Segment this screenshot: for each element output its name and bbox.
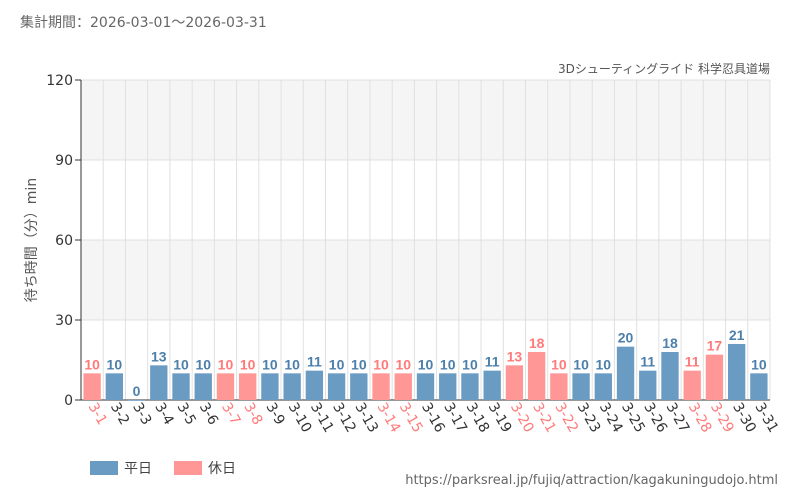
data-label: 10	[351, 356, 367, 372]
legend: 平日 休日	[90, 458, 236, 478]
data-label: 11	[485, 354, 500, 370]
bar-3-22	[550, 373, 568, 400]
x-tick-label: 3-8	[240, 400, 265, 428]
data-label: 10	[418, 356, 434, 372]
bar-3-26	[639, 370, 657, 400]
x-tick-label: 3-31	[751, 400, 781, 436]
x-tick-label: 3-3	[129, 400, 154, 428]
data-label: 11	[685, 354, 700, 370]
data-label: 18	[662, 335, 678, 351]
bar-3-17	[439, 373, 457, 400]
legend-swatch-weekday	[90, 461, 118, 475]
x-tick-label: 3-9	[262, 400, 287, 428]
bar-3-8	[239, 373, 257, 400]
legend-item-holiday: 休日	[174, 458, 236, 478]
x-tick-label: 3-5	[174, 400, 199, 428]
bar-3-18	[461, 373, 479, 400]
bar-3-21	[527, 352, 546, 400]
legend-label-weekday: 平日	[124, 461, 152, 477]
data-label: 0	[133, 383, 141, 399]
plot-band	[81, 240, 770, 320]
data-label: 10	[107, 356, 123, 372]
data-label: 11	[307, 354, 322, 370]
data-label: 20	[618, 330, 634, 346]
bar-3-29	[705, 354, 724, 400]
plot-band	[81, 80, 770, 160]
y-tick-label: 120	[46, 73, 73, 89]
bar-3-28	[683, 370, 701, 400]
data-label: 10	[262, 356, 278, 372]
data-label: 13	[507, 348, 523, 364]
bar-3-7	[216, 373, 235, 400]
bar-3-16	[416, 373, 435, 400]
x-tick-label: 3-1	[85, 400, 110, 428]
bar-3-14	[372, 373, 390, 400]
data-label: 13	[151, 348, 167, 364]
bar-3-9	[261, 373, 279, 400]
data-label: 10	[751, 356, 767, 372]
plot-band	[81, 160, 770, 240]
data-label: 10	[218, 356, 234, 372]
data-label: 10	[284, 356, 300, 372]
bar-3-3	[127, 400, 146, 401]
bar-3-1	[83, 373, 101, 400]
bar-3-12	[327, 373, 346, 400]
bar-3-11	[305, 370, 324, 400]
y-tick-label: 30	[55, 313, 73, 329]
x-tick-label: 3-6	[196, 400, 221, 428]
y-tick-label: 0	[64, 393, 73, 409]
x-tick-label: 3-2	[107, 400, 132, 428]
data-label: 10	[373, 356, 389, 372]
bar-3-4	[150, 365, 168, 400]
source-url: https://parksreal.jp/fujiq/attraction/ka…	[405, 473, 778, 488]
bar-3-10	[283, 373, 301, 400]
bar-3-23	[572, 373, 590, 400]
bar-3-20	[505, 365, 524, 400]
y-tick-label: 90	[55, 153, 73, 169]
data-label: 10	[462, 356, 478, 372]
bar-3-19	[483, 370, 501, 400]
period-label: 集計期間：2026-03-01～2026-03-31	[20, 15, 267, 31]
data-label: 10	[395, 356, 411, 372]
y-axis-label: 待ち時間（分）min	[24, 178, 40, 302]
data-label: 17	[707, 338, 723, 354]
bar-3-27	[661, 352, 679, 400]
bar-3-5	[172, 373, 190, 400]
legend-label-holiday: 休日	[208, 461, 236, 477]
legend-swatch-holiday	[174, 461, 202, 475]
chart-title: 3Dシューティングライド 科学忍具道場	[558, 62, 770, 76]
legend-item-weekday: 平日	[90, 458, 152, 478]
data-label: 10	[84, 356, 100, 372]
bar-3-13	[350, 373, 368, 400]
data-label: 10	[440, 356, 456, 372]
bar-3-30	[727, 344, 746, 400]
bar-3-24	[594, 373, 612, 400]
data-label: 21	[729, 327, 745, 343]
bar-3-25	[616, 346, 635, 400]
data-label: 10	[596, 356, 612, 372]
data-label: 10	[195, 356, 211, 372]
y-tick-label: 60	[55, 233, 73, 249]
data-label: 10	[551, 356, 567, 372]
data-label: 10	[240, 356, 256, 372]
data-label: 11	[640, 354, 655, 370]
bar-3-6	[194, 373, 212, 400]
bar-3-2	[105, 373, 124, 400]
x-tick-label: 3-7	[218, 400, 243, 428]
data-label: 18	[529, 335, 545, 351]
bar-3-15	[394, 373, 412, 400]
bar-3-31	[750, 373, 768, 400]
x-tick-label: 3-4	[151, 400, 176, 428]
data-label: 10	[329, 356, 345, 372]
data-label: 10	[173, 356, 189, 372]
data-label: 10	[573, 356, 589, 372]
